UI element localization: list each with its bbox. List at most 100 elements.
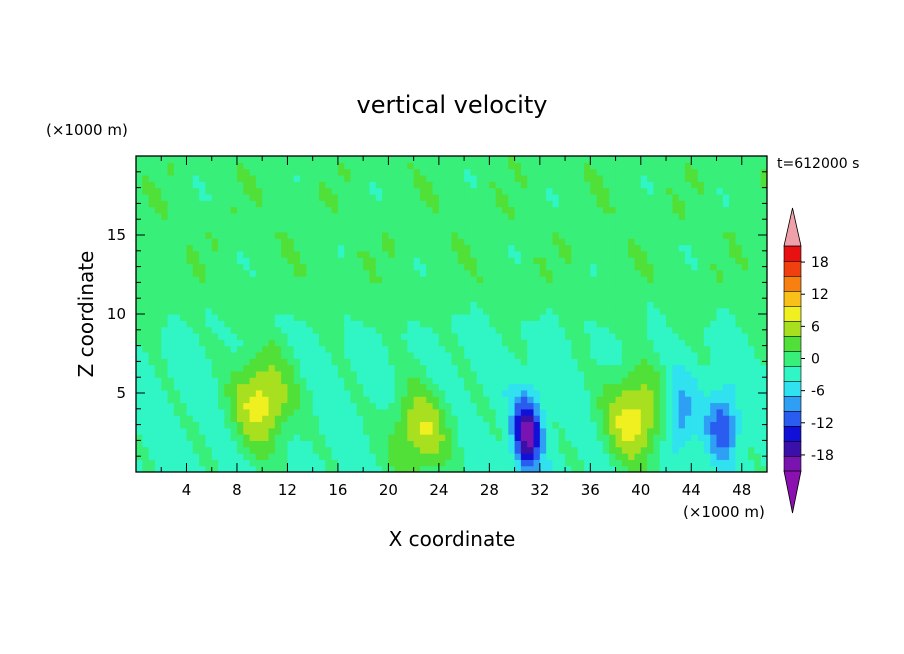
contour-cell (218, 187, 225, 195)
contour-cell (255, 326, 263, 334)
contour-cell (716, 263, 724, 271)
contour-cell (760, 257, 767, 265)
contour-cell (703, 459, 711, 467)
contour-cell (684, 181, 692, 189)
contour-cell (344, 332, 352, 340)
contour-cell (590, 238, 598, 246)
contour-cell (653, 162, 661, 170)
contour-cell (167, 162, 175, 170)
contour-cell (274, 301, 282, 309)
contour-cell (640, 200, 648, 208)
contour-cell (659, 181, 667, 189)
contour-cell (318, 168, 326, 176)
contour-cell (230, 181, 238, 189)
contour-cell (432, 421, 440, 429)
contour-cell (451, 187, 459, 195)
contour-cell (154, 383, 162, 391)
contour-cell (464, 168, 472, 176)
contour-cell (539, 320, 547, 328)
contour-cell (495, 219, 503, 227)
contour-cell (337, 358, 345, 366)
contour-cell (419, 276, 427, 283)
contour-cell (356, 332, 364, 340)
contour-cell (565, 402, 572, 410)
contour-cell (274, 345, 282, 353)
contour-cell (331, 408, 339, 416)
contour-cell (306, 269, 314, 277)
contour-cell (457, 301, 465, 309)
contour-cell (615, 396, 623, 404)
contour-cell (590, 295, 598, 302)
contour-cell (678, 301, 686, 309)
contour-cell (483, 364, 490, 372)
contour-cell (407, 427, 415, 435)
contour-cell (615, 453, 623, 460)
contour-cell (577, 345, 585, 353)
contour-cell (262, 257, 270, 265)
contour-cell (451, 174, 459, 182)
contour-cell (236, 408, 244, 416)
contour-cell (508, 427, 516, 435)
contour-cell (419, 269, 427, 277)
contour-cell (205, 434, 213, 441)
contour-cell (192, 389, 200, 397)
contour-cell (136, 370, 143, 378)
contour-cell (337, 193, 345, 201)
contour-cell (249, 402, 257, 410)
contour-cell (539, 415, 547, 423)
contour-cell (489, 383, 497, 391)
contour-cell (703, 156, 711, 163)
contour-cell (514, 465, 522, 472)
contour-cell (274, 181, 282, 189)
contour-cell (539, 364, 547, 372)
contour-cell (571, 459, 579, 467)
contour-cell (161, 307, 169, 315)
contour-cell (337, 459, 345, 467)
contour-cell (363, 377, 371, 385)
contour-cell (438, 440, 446, 448)
contour-cell (584, 212, 591, 220)
contour-cell (236, 402, 244, 410)
contour-cell (527, 408, 535, 416)
contour-cell (337, 257, 345, 265)
contour-cell (230, 250, 238, 258)
contour-cell (268, 345, 276, 353)
contour-cell (218, 288, 225, 296)
contour-cell (331, 383, 339, 391)
contour-cell (218, 446, 225, 454)
contour-cell (634, 257, 642, 265)
contour-cell (590, 415, 598, 423)
contour-cell (546, 465, 554, 472)
contour-cell (533, 244, 541, 252)
contour-cell (710, 269, 718, 277)
contour-cell (729, 244, 737, 252)
contour-cell (350, 269, 358, 277)
contour-cell (356, 314, 364, 321)
contour-cell (331, 440, 339, 448)
contour-cell (483, 389, 490, 397)
contour-cell (748, 396, 755, 404)
contour-cell (224, 269, 232, 277)
contour-cell (653, 244, 661, 252)
contour-cell (192, 181, 200, 189)
contour-cell (514, 383, 522, 391)
contour-cell (186, 244, 194, 252)
contour-cell (375, 168, 383, 176)
contour-cell (609, 377, 617, 385)
contour-cell (514, 364, 522, 372)
contour-cell (293, 168, 301, 176)
contour-cell (236, 162, 244, 170)
contour-cell (659, 465, 667, 472)
contour-cell (691, 453, 699, 460)
contour-cell (464, 263, 472, 271)
contour-cell (249, 263, 257, 271)
contour-cell (325, 402, 333, 410)
contour-cell (413, 383, 421, 391)
contour-cell (615, 446, 623, 454)
contour-cell (262, 168, 270, 176)
contour-cell (186, 225, 194, 233)
contour-cell (173, 351, 181, 359)
contour-cell (344, 465, 352, 472)
contour-cell (356, 440, 364, 448)
contour-cell (419, 421, 427, 429)
